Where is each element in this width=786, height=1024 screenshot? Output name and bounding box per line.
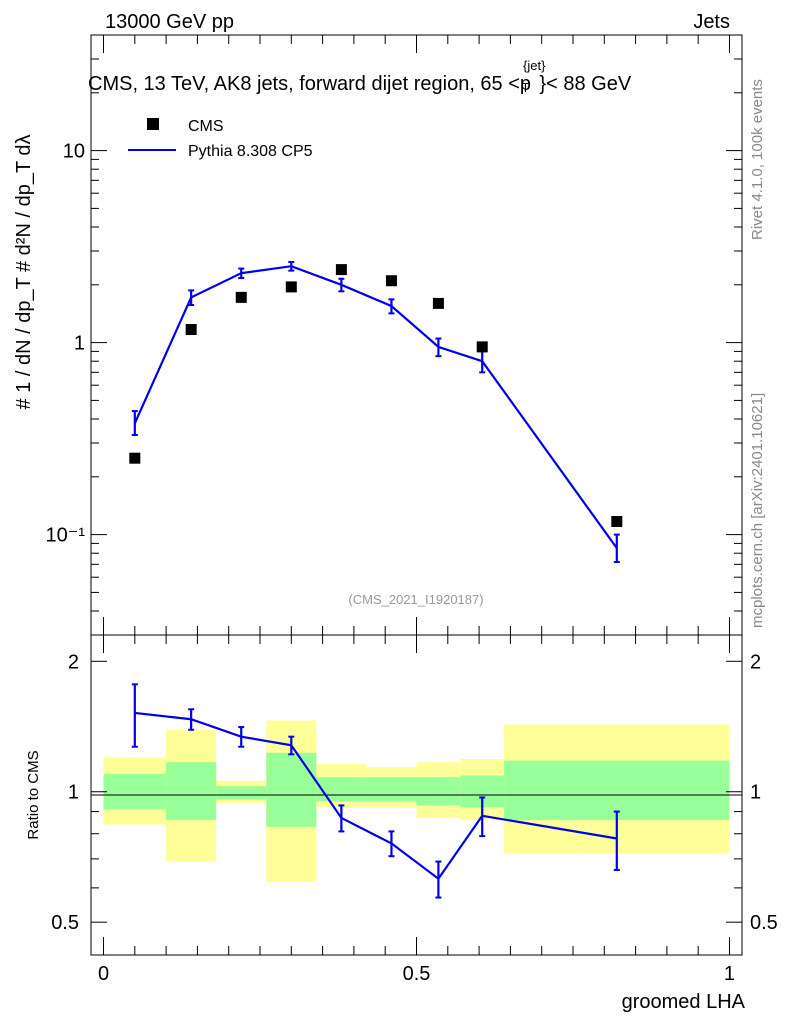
legend-mc-label: Pythia 8.308 CP5 [188,143,313,160]
plot-title: CMS, 13 TeV, AK8 jets, forward dijet reg… [88,58,632,95]
ratio-y-axis-label-text: Ratio to CMS [25,750,42,839]
ratio-panel: 0.5 0.5 1 1 2 2 0 0.5 1 [51,634,778,985]
ratio-band-inner [416,777,461,806]
ratio-y-tick-label-right: 0.5 [750,912,778,934]
main-axis-ticks [91,34,742,636]
cms-point [335,264,347,276]
analysis-watermark: (CMS_2021_I1920187) [348,592,483,607]
ratio-band-inner [166,762,217,821]
main-marks [129,260,623,563]
ratio-band-inner [504,760,730,821]
cms-point [432,297,444,309]
ratio-y-tick-label-right: 1 [750,782,761,804]
mcplots-label: mcplots.cern.ch [arXiv:2401.10621] [749,393,766,628]
rivet-label: Rivet 4.1.0, 100k events [749,79,766,240]
ratio-band-inner [316,777,367,802]
ratio-y-tick-label: 2 [68,651,79,673]
cms-point [476,341,488,353]
ratio-y-tick-label-right: 2 [750,651,761,673]
mcplots-text: mcplots.cern.ch [arXiv:2401.10621] [749,393,766,628]
ratio-y-tick-label: 1 [68,782,79,804]
main-y-tick-label: 1 [74,333,85,355]
cms-point [185,324,197,336]
ratio-band-inner [103,773,167,810]
ratio-y-tick-label: 0.5 [51,912,79,934]
plot-title-main: CMS, 13 TeV, AK8 jets, forward dijet reg… [88,73,531,95]
plot-title-sup: {jet} [523,58,546,73]
legend: CMS Pythia 8.308 CP5 [128,118,313,160]
x-axis-label: groomed LHA [622,991,746,1013]
ratio-bands [103,720,730,882]
cms-point [385,275,397,287]
cms-point [235,291,247,303]
ratio-marks [131,683,620,899]
energy-label: 13000 GeV pp [105,11,234,33]
main-tick-labels: 10⁻¹ 1 10 [46,141,86,547]
ratio-band-inner [216,786,267,800]
main-y-tick-label: 10⁻¹ [46,525,86,547]
cms-point [285,281,297,293]
x-tick-label: 0.5 [403,963,431,985]
legend-cms-label: CMS [188,118,224,135]
x-tick-label: 1 [724,963,735,985]
process-label: Jets [693,11,730,33]
plot-title-sub: T [521,80,529,95]
ratio-tick-labels: 0.5 0.5 1 1 2 2 0 0.5 1 [51,651,778,985]
main-y-axis-label: # 1 / dN / dp_T # d²N / dp_T dλ [13,135,35,410]
ratio-y-axis-label: Ratio to CMS [25,750,42,839]
mc-line [133,265,618,549]
x-tick-label: 0 [98,963,109,985]
ratio-band-inner [266,752,317,827]
plot-title-end: }< 88 GeV [539,73,631,95]
cms-point [129,452,141,464]
rivet-text: Rivet 4.1.0, 100k events [749,79,766,240]
cms-point [611,516,623,528]
main-y-tick-label: 10 [63,141,85,163]
main-y-axis-label-text: # 1 / dN / dp_T # d²N / dp_T dλ [13,135,35,410]
ratio-band-inner [366,777,417,802]
ratio-axis-ticks [91,635,742,955]
legend-cms-marker [147,118,159,130]
